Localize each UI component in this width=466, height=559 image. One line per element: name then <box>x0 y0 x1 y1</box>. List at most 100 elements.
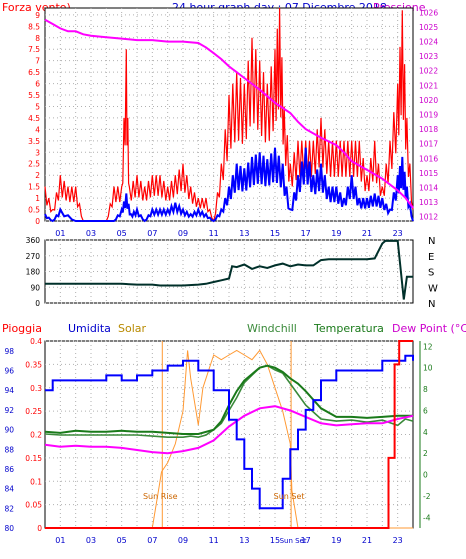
legend-dewpoint: Dew Point (°C) <box>392 322 466 335</box>
pressure-tick-label: 1017 <box>419 140 438 149</box>
hour-label-p3: 11 <box>209 536 219 545</box>
legend-humidity: Umidita <box>68 322 111 335</box>
temperature-tick-label: -4 <box>423 513 431 522</box>
temperature-tick-label: 0 <box>423 471 428 480</box>
temperature-tick-label: -2 <box>423 492 431 501</box>
hour-label-p1: 01 <box>55 229 65 238</box>
wind-gust-series <box>44 7 414 223</box>
humidity-tick-label: 86 <box>4 465 14 474</box>
humidity-tick-label: 92 <box>4 406 14 415</box>
rain-tick-label: 0.4 <box>30 337 42 346</box>
direction-tick-label: 90 <box>30 283 40 292</box>
wind-speed-tick-label: 9 <box>35 11 40 20</box>
humidity-tick-label: 90 <box>4 426 14 435</box>
humidity-tick-label: 80 <box>4 524 14 533</box>
wind-speed-tick-label: 8 <box>35 34 40 43</box>
pressure-series <box>44 18 414 209</box>
compass-label: N <box>428 236 435 247</box>
hour-label-p3: 17 <box>301 536 311 545</box>
wind-speed-tick-label: 2 <box>35 171 40 180</box>
pressure-tick-label: 1012 <box>419 213 438 222</box>
humidity-tick-label: 94 <box>4 386 14 395</box>
wind-speed-tick-label: 6 <box>35 80 40 89</box>
rain-tick-label: 0.25 <box>25 407 42 416</box>
pressure-tick-label: 1016 <box>419 154 438 163</box>
hour-label-p1: 19 <box>331 229 341 238</box>
hour-label-p3: 23 <box>393 536 403 545</box>
hour-label-p1: 23 <box>393 229 403 238</box>
direction-tick-label: 270 <box>26 252 41 261</box>
temperature-tick-label: 8 <box>423 385 428 394</box>
wind-speed-tick-label: 5.5 <box>28 91 40 100</box>
wind-speed-tick-label: 0.5 <box>28 206 40 215</box>
direction-tick-label: 180 <box>26 268 41 277</box>
wind-speed-tick-label: 0 <box>35 217 40 226</box>
wind-speed-tick-label: 8.5 <box>28 22 40 31</box>
windchill-series <box>44 364 414 439</box>
dewpoint-series <box>44 405 414 455</box>
humidity-tick-label: 84 <box>4 485 14 494</box>
humidity-tick-label: 98 <box>4 347 14 356</box>
rain-tick-label: 0.35 <box>25 360 42 369</box>
sun-set-annotation: Sun Set <box>274 492 305 501</box>
hour-label-p3: 21 <box>362 536 372 545</box>
rain-series <box>45 340 413 529</box>
hour-label-p1: 09 <box>178 229 188 238</box>
rain-tick-label: 0.3 <box>30 384 42 393</box>
legend-windchill: Windchill <box>247 322 297 335</box>
hour-label-p1: 15 <box>270 229 280 238</box>
rain-tick-label: 0.05 <box>25 501 42 510</box>
temperature-tick-label: 2 <box>423 449 428 458</box>
wind-average-series <box>44 147 414 223</box>
wind-speed-tick-label: 3.5 <box>28 137 40 146</box>
wind-speed-tick-label: 1.5 <box>28 183 40 192</box>
sun-set-hour-label: Sun Set <box>280 537 307 545</box>
hour-label-p3: 19 <box>331 536 341 545</box>
wind-speed-tick-label: 7.5 <box>28 45 40 54</box>
pressure-tick-label: 1025 <box>419 23 438 32</box>
hour-label-p1: 07 <box>147 229 157 238</box>
legend-rain: Pioggia <box>2 322 42 335</box>
hour-label-p3: 15 <box>270 536 280 545</box>
legend-solar: Solar <box>118 322 147 335</box>
pressure-tick-label: 1022 <box>419 67 438 76</box>
hour-label-p3: 09 <box>178 536 188 545</box>
wind-speed-tick-label: 4 <box>35 125 40 134</box>
wind-speed-tick-label: 1 <box>35 194 40 203</box>
wind-speed-tick-label: 5 <box>35 102 40 111</box>
pressure-tick-label: 1014 <box>419 183 438 192</box>
rain-tick-label: 0 <box>37 524 42 533</box>
direction-tick-label: 0 <box>35 299 40 308</box>
hour-label-p1: 17 <box>301 229 311 238</box>
legend-temperature: Temperatura <box>313 322 384 335</box>
humidity-tick-label: 88 <box>4 445 14 454</box>
pressure-tick-label: 1023 <box>419 52 438 61</box>
direction-tick-label: 360 <box>26 236 41 245</box>
humidity-tick-label: 82 <box>4 504 14 513</box>
compass-label: S <box>428 268 434 279</box>
hour-label-p3: 01 <box>55 536 65 545</box>
temperature-tick-label: 12 <box>423 342 433 351</box>
wind-speed-tick-label: 6.5 <box>28 68 40 77</box>
pressure-tick-label: 1018 <box>419 125 438 134</box>
hour-label-p1: 05 <box>117 229 127 238</box>
rain-tick-label: 0.1 <box>30 477 42 486</box>
sun-rise-annotation: Sun Rise <box>143 492 178 501</box>
hour-label-p3: 05 <box>117 536 127 545</box>
pressure-tick-label: 1015 <box>419 169 438 178</box>
temperature-series <box>44 364 413 435</box>
wind-speed-tick-label: 3 <box>35 148 40 157</box>
hour-label-p3: 03 <box>86 536 96 545</box>
hour-label-p1: 21 <box>362 229 372 238</box>
compass-label: N <box>428 299 435 310</box>
hour-label-p1: 03 <box>86 229 96 238</box>
wind-speed-tick-label: 2.5 <box>28 160 40 169</box>
temperature-tick-label: 6 <box>423 406 428 415</box>
wind-direction-series <box>45 239 413 300</box>
hour-label-p3: 07 <box>147 536 157 545</box>
rain-tick-label: 0.2 <box>30 431 42 440</box>
temperature-tick-label: 10 <box>423 364 433 373</box>
pressure-tick-label: 1024 <box>419 38 438 47</box>
